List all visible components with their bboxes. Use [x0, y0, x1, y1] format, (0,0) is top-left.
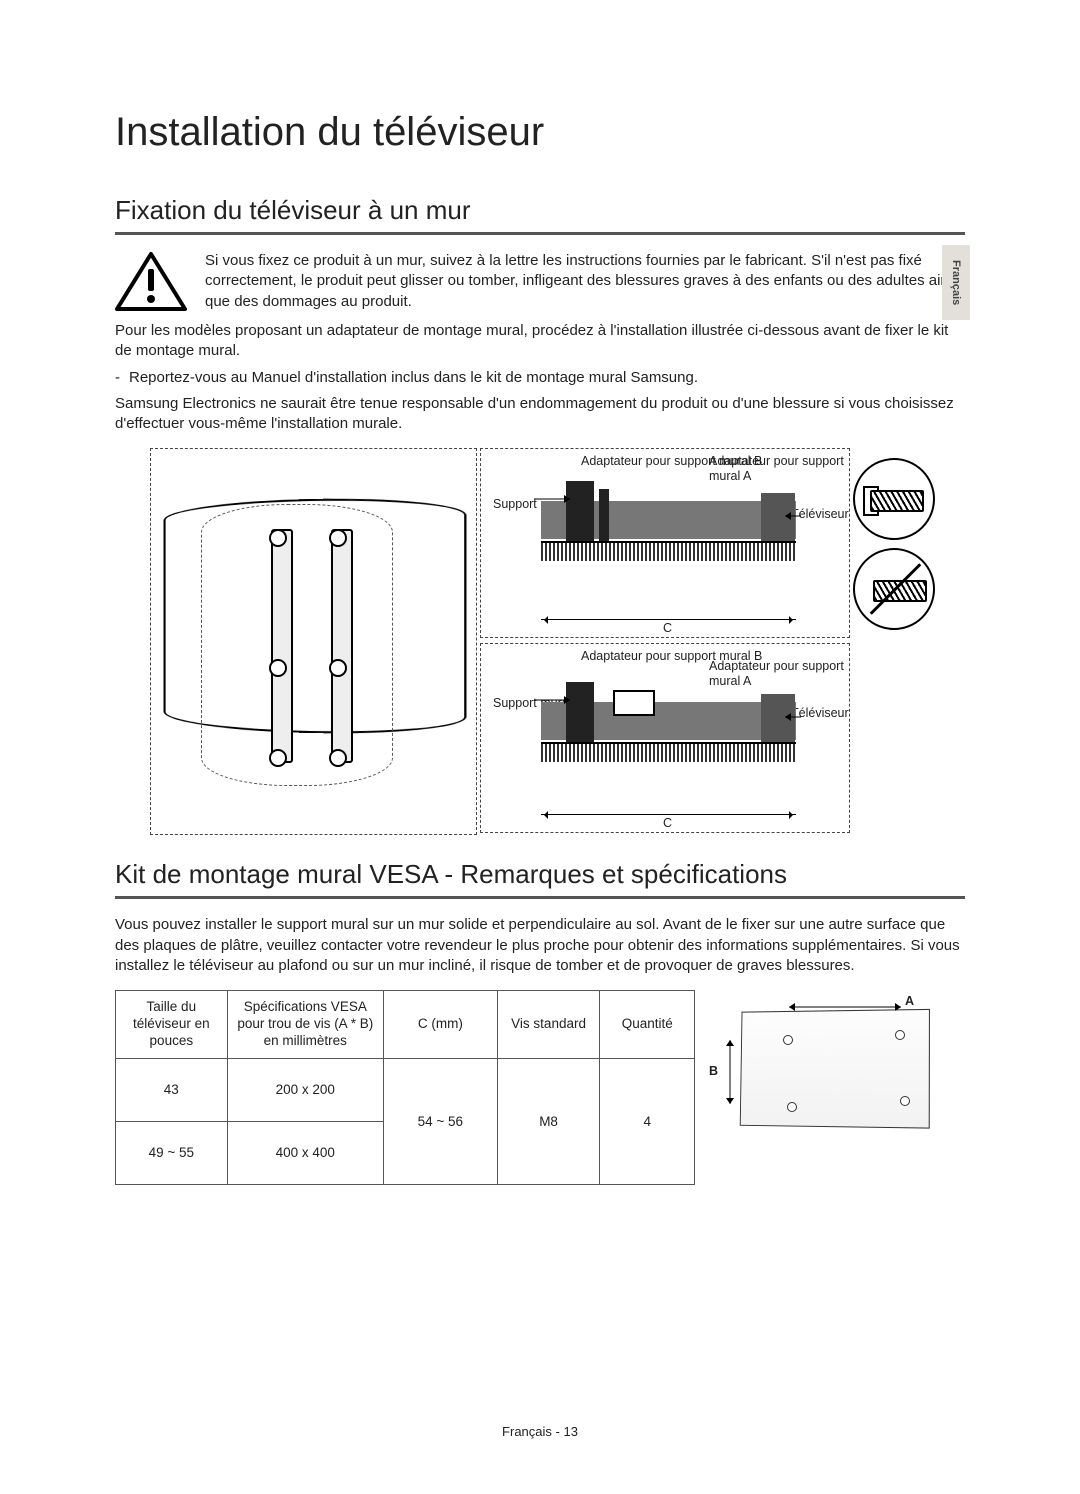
page-footer: Français - 13	[0, 1424, 1080, 1439]
th-screw: Vis standard	[497, 991, 600, 1059]
language-tab-label: Français	[950, 260, 962, 305]
cell-qty: 4	[600, 1058, 695, 1184]
cell-c: 54 ~ 56	[383, 1058, 497, 1184]
page-title: Installation du téléviseur	[115, 110, 965, 155]
section-heading-fixation: Fixation du téléviseur à un mur	[115, 195, 965, 226]
cell-vesa: 200 x 200	[227, 1058, 383, 1121]
label-dim-b: B	[709, 1064, 718, 1078]
screw-ok-icon	[853, 458, 935, 540]
cell-size: 49 ~ 55	[116, 1121, 228, 1184]
section-rule	[115, 896, 965, 899]
label-adapter-a: Adaptateur pour support mural A	[709, 659, 849, 688]
paragraph: Vous pouvez installer le support mural s…	[115, 915, 965, 976]
label-adapter-a: Adaptateur pour support mural A	[709, 454, 849, 483]
label-dim-a: A	[905, 994, 914, 1008]
footer-sep: -	[552, 1424, 564, 1439]
table-row: 43 200 x 200 54 ~ 56 M8 4	[116, 1058, 695, 1121]
th-vesa: Spécifications VESA pour trou de vis (A …	[227, 991, 383, 1059]
paragraph: Pour les modèles proposant un adaptateur…	[115, 321, 965, 362]
label-dim-c: C	[663, 816, 672, 830]
section-rule	[115, 232, 965, 235]
cell-vesa: 400 x 400	[227, 1121, 383, 1184]
paragraph: Samsung Electronics ne saurait être tenu…	[115, 394, 965, 435]
th-size: Taille du téléviseur en pouces	[116, 991, 228, 1059]
footer-lang: Français	[502, 1424, 552, 1439]
language-tab: Français	[942, 245, 970, 320]
th-qty: Quantité	[600, 991, 695, 1059]
screw-not-ok-icon	[853, 548, 935, 630]
section-heading-vesa: Kit de montage mural VESA - Remarques et…	[115, 859, 965, 890]
label-dim-c: C	[663, 621, 672, 635]
bullet-item: Reportez-vous au Manuel d'installation i…	[115, 368, 965, 388]
vesa-dimension-figure: A B	[705, 990, 940, 1140]
footer-page: 13	[563, 1424, 577, 1439]
cell-size: 43	[116, 1058, 228, 1121]
cell-screw: M8	[497, 1058, 600, 1184]
warning-icon	[115, 251, 187, 313]
th-c: C (mm)	[383, 991, 497, 1059]
warning-text: Si vous fixez ce produit à un mur, suive…	[205, 251, 965, 313]
mounting-diagram: Adaptateur pour support mural B Adaptate…	[150, 448, 930, 833]
vesa-spec-table: Taille du téléviseur en pouces Spécifica…	[115, 990, 695, 1185]
